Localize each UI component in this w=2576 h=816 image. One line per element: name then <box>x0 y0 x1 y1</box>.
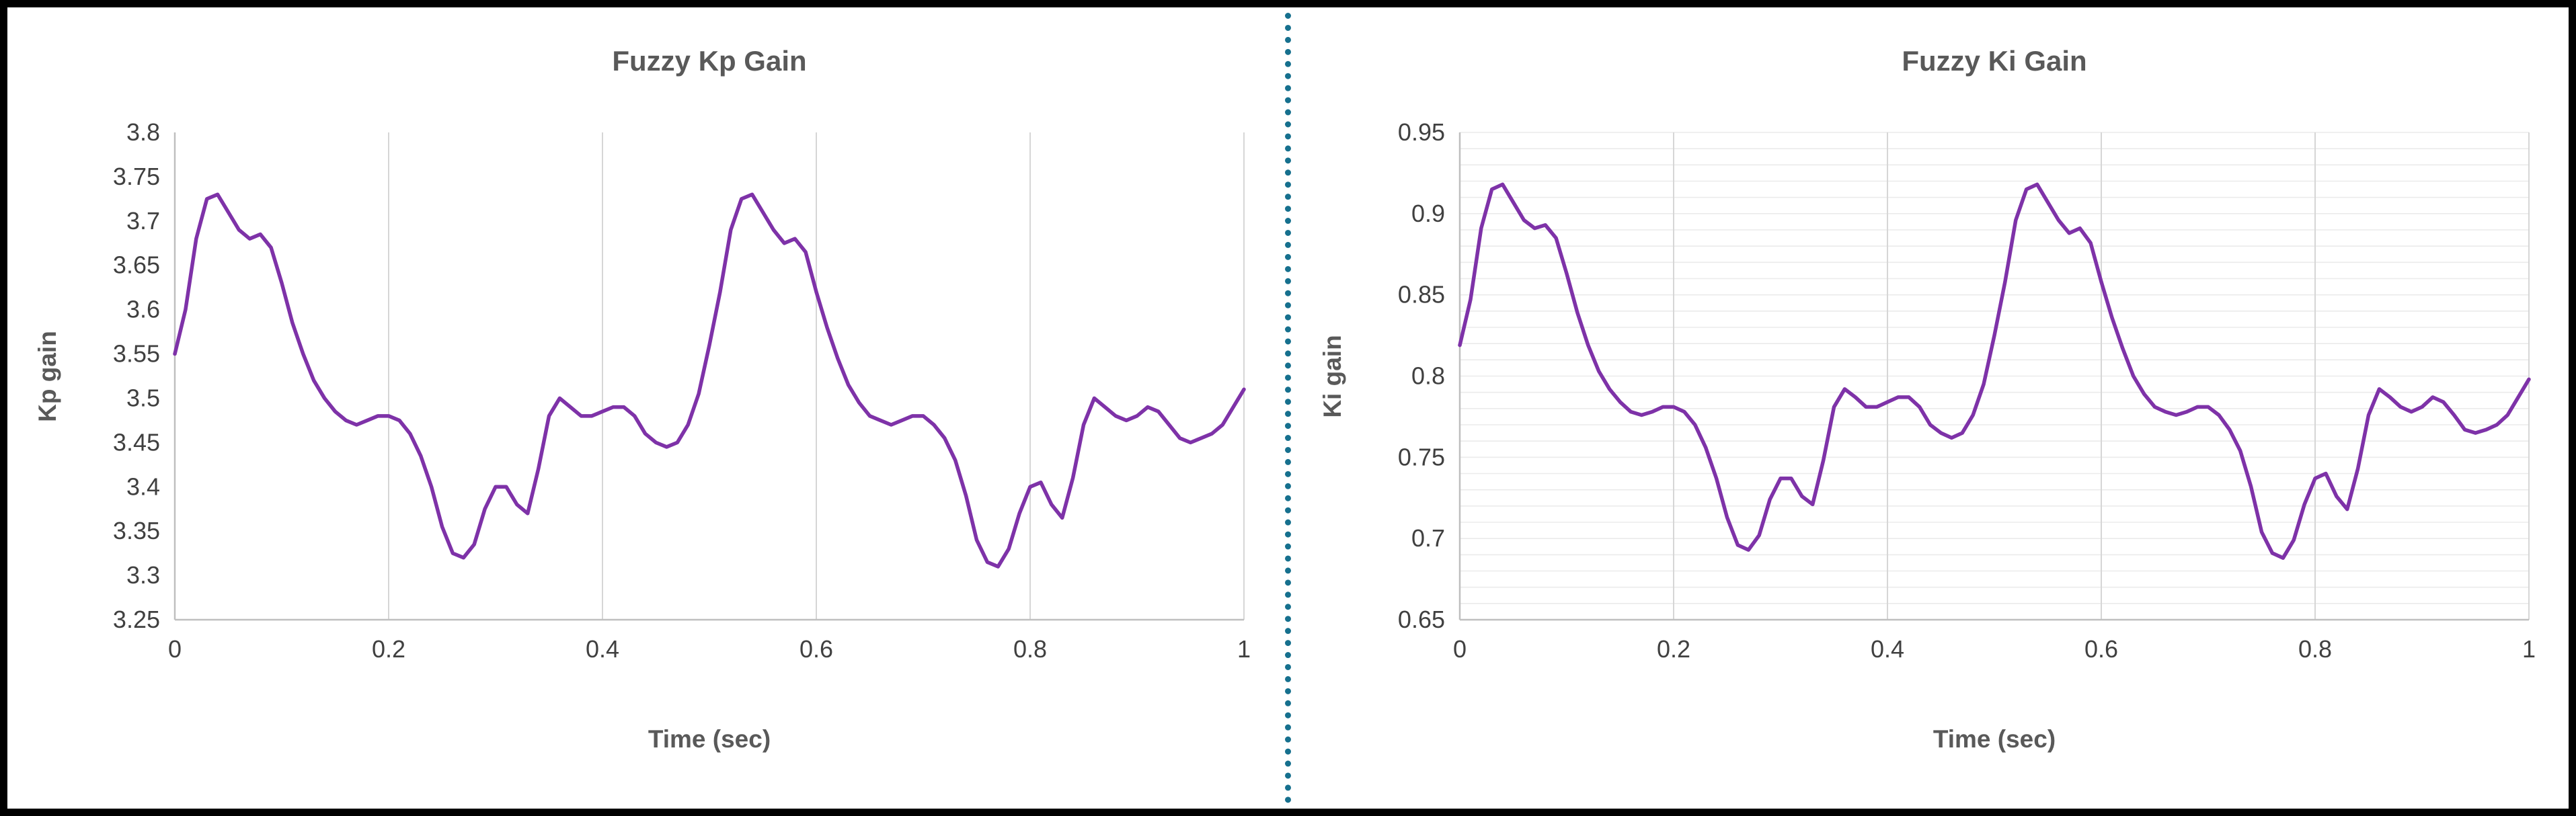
y-tick-label: 3.25 <box>113 606 160 633</box>
x-tick-label: 1 <box>1237 635 1251 663</box>
y-tick-label: 0.65 <box>1398 606 1445 633</box>
y-tick-label: 3.45 <box>113 428 160 456</box>
y-tick-label: 3.5 <box>126 384 160 411</box>
y-tick-label: 3.75 <box>113 163 160 190</box>
x-tick-label: 0.8 <box>2298 635 2332 663</box>
y-tick-label: 3.4 <box>126 473 160 500</box>
y-tick-label: 3.8 <box>126 118 160 146</box>
chart-title: Fuzzy Ki Gain <box>1902 45 2086 77</box>
y-tick-label: 3.3 <box>126 561 160 589</box>
x-tick-label: 1 <box>2522 635 2536 663</box>
plot-area: 3.25 3.3 3.35 3.4 3.45 3.5 3.55 3.6 3.65 3.7 3.75 3… <box>113 118 1251 663</box>
x-tick-label: 0.8 <box>1013 635 1047 663</box>
x-axis-label: Time (sec) <box>1933 725 2056 753</box>
x-tick-label: 0 <box>1453 635 1467 663</box>
y-tick-label: 3.6 <box>126 296 160 323</box>
data-series-line <box>1458 182 2531 560</box>
x-tick-label: 0.6 <box>2084 635 2118 663</box>
chart-title: Fuzzy Kp Gain <box>612 45 806 77</box>
x-axis-label: Time (sec) <box>648 725 771 753</box>
y-tick-label: 0.95 <box>1398 118 1445 146</box>
y-tick-label: 0.9 <box>1411 200 1445 227</box>
y-axis-label: Kp gain <box>34 331 61 422</box>
ki-gain-chart: Fuzzy Ki Gain 0.65 0.7 0.75 0.8 0.85 0.9 0.95 0… <box>1295 11 2566 805</box>
data-series-line <box>173 192 1246 569</box>
y-tick-label: 3.55 <box>113 340 160 368</box>
kp-gain-chart: Fuzzy Kp Gain 3.25 3.3 3.35 3.4 3.45 3.5 3.55 3… <box>10 11 1281 805</box>
y-axis-label: Ki gain <box>1319 335 1346 417</box>
kp-chart-canvas: Fuzzy Kp Gain 3.253.33.353.43.453.53.553… <box>34 45 1251 753</box>
y-tick-label: 0.8 <box>1411 362 1445 390</box>
y-tick-label: 3.35 <box>113 517 160 544</box>
y-tick-label: 3.7 <box>126 207 160 235</box>
x-tick-label: 0 <box>168 635 182 663</box>
y-tick-label: 0.85 <box>1398 281 1445 309</box>
x-tick-label: 0.4 <box>586 635 619 663</box>
y-tick-label: 0.75 <box>1398 443 1445 471</box>
x-tick-label: 0.4 <box>1871 635 1904 663</box>
panel-divider <box>1285 13 1291 803</box>
x-tick-label: 0.2 <box>372 635 405 663</box>
y-tick-label: 0.7 <box>1411 524 1445 552</box>
x-tick-label: 0.6 <box>799 635 833 663</box>
plot-area: 0.65 0.7 0.75 0.8 0.85 0.9 0.95 0 0.2 0.4 0.6 0.8 1 <box>1398 118 2536 663</box>
x-tick-label: 0.2 <box>1657 635 1690 663</box>
ki-chart-canvas: Fuzzy Ki Gain 0.650.70.750.80.850.90.950… <box>1319 45 2536 753</box>
y-tick-label: 3.65 <box>113 251 160 279</box>
